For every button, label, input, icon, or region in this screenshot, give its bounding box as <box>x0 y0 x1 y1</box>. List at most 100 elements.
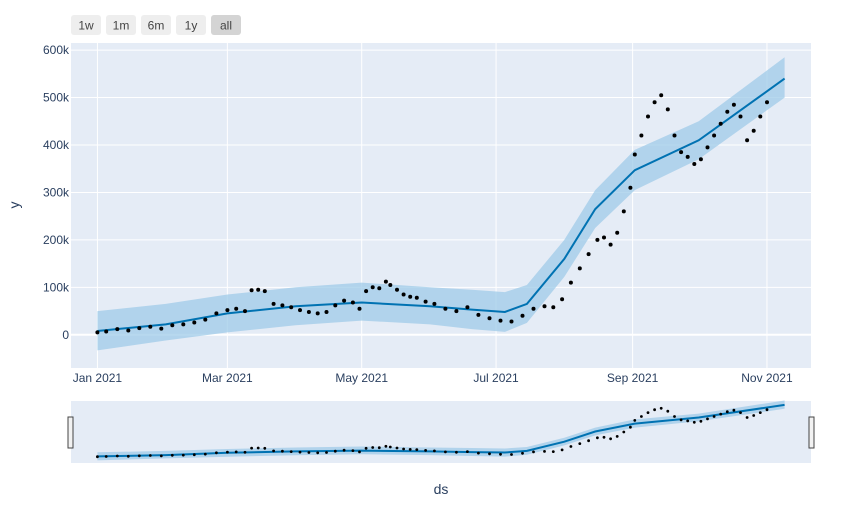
slider-data-point <box>587 439 590 443</box>
slider-data-point <box>388 445 392 449</box>
range-slider[interactable] <box>67 400 815 464</box>
data-point <box>148 324 153 329</box>
slider-data-point <box>215 451 218 455</box>
range-button-bg <box>176 15 206 35</box>
slider-data-point <box>653 408 656 412</box>
slider-data-point <box>488 452 491 456</box>
slider-data-point <box>551 450 555 453</box>
slider-data-point <box>181 453 185 457</box>
data-point <box>725 109 730 114</box>
data-point <box>498 318 503 323</box>
slider-data-point <box>477 451 480 455</box>
range-button-1y[interactable]: 1y <box>176 15 206 35</box>
slider-data-point <box>226 450 229 454</box>
slider-data-point <box>272 449 275 453</box>
slider-data-point <box>659 406 663 410</box>
slider-data-point <box>170 453 174 457</box>
data-point <box>632 152 637 157</box>
slider-data-point <box>732 408 736 412</box>
data-point <box>758 114 763 119</box>
x-axis-label: ds <box>434 481 449 497</box>
data-point <box>203 317 208 322</box>
slider-data-point <box>569 445 573 448</box>
x-tick-label: Sep 2021 <box>607 371 659 385</box>
data-point <box>234 306 239 311</box>
slider-data-point <box>499 452 502 456</box>
slider-data-point <box>307 451 311 454</box>
slider-data-point <box>371 446 375 449</box>
data-point <box>115 327 120 332</box>
slider-forecast-line <box>97 403 785 458</box>
slider-data-point <box>342 448 346 452</box>
y-tick-label: 0 <box>62 328 69 342</box>
data-point <box>181 322 186 327</box>
range-button-label: 1y <box>185 19 198 33</box>
data-point <box>159 326 164 331</box>
data-point <box>324 310 329 314</box>
range-button-all[interactable]: all <box>211 15 241 35</box>
data-point <box>608 242 613 247</box>
data-point <box>718 121 723 126</box>
y-tick-label: 400k <box>43 138 70 152</box>
data-point <box>289 305 294 310</box>
range-button-bg <box>106 15 136 35</box>
slider-data-point <box>765 408 769 412</box>
y-tick-label: 300k <box>43 185 70 199</box>
y-tick-label: 500k <box>43 91 70 105</box>
data-point <box>542 304 547 309</box>
data-point <box>679 150 684 155</box>
range-button-label: all <box>220 19 232 33</box>
data-point <box>560 297 565 302</box>
range-button-1m[interactable]: 1m <box>106 15 136 35</box>
data-point <box>595 237 600 242</box>
data-point <box>432 301 437 306</box>
data-point <box>225 308 230 313</box>
slider-data-point <box>148 454 152 457</box>
data-point <box>531 306 536 311</box>
x-tick-label: Mar 2021 <box>202 371 253 385</box>
range-button-label: 6m <box>148 19 165 33</box>
slider-data-point <box>281 449 284 453</box>
range-slider-left-handle[interactable] <box>67 416 74 449</box>
slider-data-point <box>739 411 742 414</box>
x-tick-label: May 2021 <box>335 371 388 385</box>
data-point <box>751 128 756 133</box>
range-button-1w[interactable]: 1w <box>71 15 101 35</box>
slider-data-point <box>415 448 419 451</box>
slider-data-point <box>725 410 729 414</box>
data-point <box>350 300 355 305</box>
main-plot-area[interactable]: 0 100k 200k 300k 400k 500k 600k Jan 2021 Mar 20… <box>43 43 811 385</box>
data-point <box>628 185 633 190</box>
data-point <box>315 311 320 316</box>
data-point <box>454 309 459 314</box>
data-point <box>170 323 175 328</box>
data-point <box>192 320 197 325</box>
slider-data-point <box>629 425 632 429</box>
y-tick-label: 100k <box>43 280 70 294</box>
range-button-6m[interactable]: 6m <box>141 15 171 35</box>
slider-data-point <box>192 453 196 457</box>
slider-data-point <box>316 451 320 455</box>
range-slider-right-handle[interactable] <box>808 416 815 449</box>
data-point <box>639 133 644 138</box>
slider-data-point <box>384 444 388 448</box>
slider-data-point <box>758 411 762 414</box>
plot-layers <box>95 57 786 351</box>
data-point <box>705 145 710 150</box>
slider-data-point <box>686 419 690 423</box>
data-point <box>577 266 582 271</box>
slider-data-point <box>609 437 612 441</box>
slider-data-point <box>433 449 436 453</box>
slider-data-point <box>289 450 293 453</box>
range-button-label: 1w <box>78 19 94 33</box>
slider-data-point <box>560 448 564 452</box>
data-point <box>731 102 736 107</box>
range-button-bg <box>141 15 171 35</box>
slider-data-point <box>203 452 207 456</box>
data-point <box>414 295 419 300</box>
slider-data-point <box>699 419 703 423</box>
data-point <box>383 279 388 284</box>
slider-data-point <box>408 448 412 451</box>
slider-data-point <box>706 417 709 421</box>
slider-data-point <box>745 416 749 419</box>
